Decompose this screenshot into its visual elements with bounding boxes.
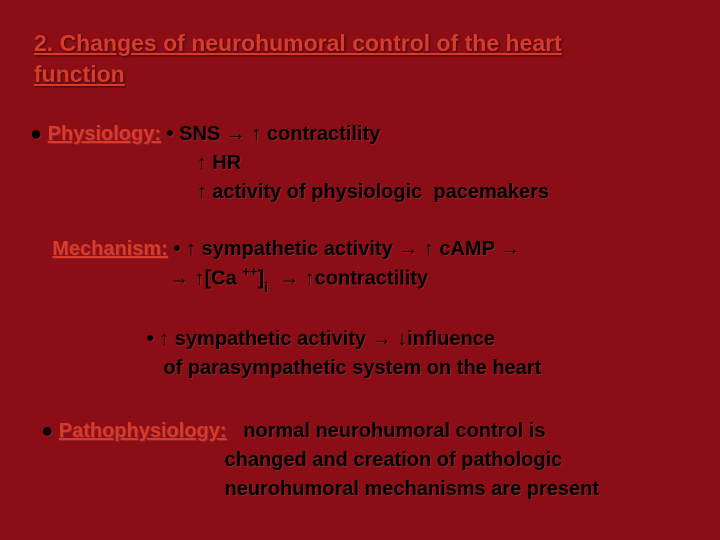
mechanism-text1: • ↑ sympathetic activity → ↑ cAMP → xyxy=(168,238,520,260)
mech-r2-sup: ++ xyxy=(242,264,257,279)
mechanism-row4: of parasympathetic system on the heart xyxy=(30,354,690,383)
mechanism-row1: Mechanism: • ↑ sympathetic activity → ↑ … xyxy=(30,235,690,264)
indent xyxy=(30,238,52,260)
pathophys-text1: normal neurohumoral control is xyxy=(227,420,546,442)
physiology-text1: • SNS → ↑ contractility xyxy=(161,123,380,145)
slide-title: 2. Changes of neurohumoral control of th… xyxy=(34,28,690,90)
physiology-block: ● Physiology: • SNS → ↑ contractility ↑ … xyxy=(30,120,690,207)
physiology-label: Physiology: xyxy=(48,123,161,145)
title-line2: function xyxy=(34,61,125,87)
mechanism-row2: → ↑[Ca ++]i → ↑contractility xyxy=(30,264,690,295)
mech-r2-pre: → ↑[Ca xyxy=(30,268,242,290)
mech-r2-sub: i xyxy=(264,279,268,295)
mechanism-block-2: • ↑ sympathetic activity → ↓influence of… xyxy=(30,325,690,383)
mech-r2-tail: → ↑contractility xyxy=(268,268,428,290)
slide-root: 2. Changes of neurohumoral control of th… xyxy=(0,0,720,540)
bullet-icon: ● xyxy=(30,123,48,145)
physiology-row3: ↑ activity of physiologic pacemakers xyxy=(30,178,690,207)
mechanism-label: Mechanism: xyxy=(52,238,168,260)
physiology-row2: ↑ HR xyxy=(30,149,690,178)
title-line1: 2. Changes of neurohumoral control of th… xyxy=(34,30,562,56)
pathophys-block: ● Pathophysiology: normal neurohumoral c… xyxy=(30,417,690,504)
mechanism-row3: • ↑ sympathetic activity → ↓influence xyxy=(30,325,690,354)
bullet-icon: ● xyxy=(30,420,59,442)
pathophys-label: Pathophysiology: xyxy=(59,420,227,442)
mechanism-block: Mechanism: • ↑ sympathetic activity → ↑ … xyxy=(30,235,690,295)
physiology-row1: ● Physiology: • SNS → ↑ contractility xyxy=(30,120,690,149)
pathophys-row3: neurohumoral mechanisms are present xyxy=(30,475,690,504)
pathophys-row1: ● Pathophysiology: normal neurohumoral c… xyxy=(30,417,690,446)
pathophys-row2: changed and creation of pathologic xyxy=(30,446,690,475)
